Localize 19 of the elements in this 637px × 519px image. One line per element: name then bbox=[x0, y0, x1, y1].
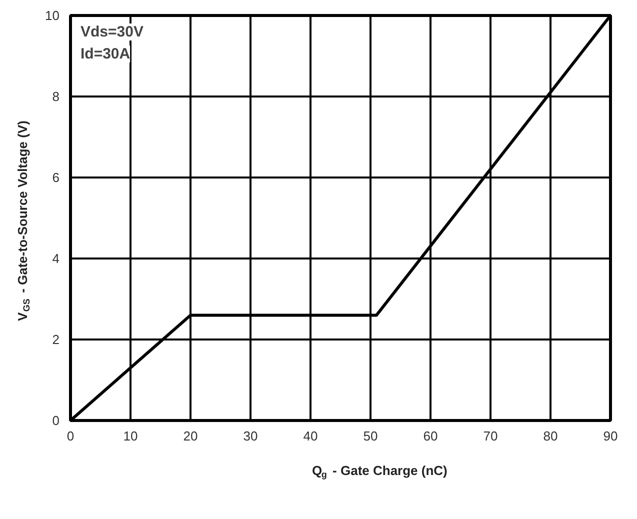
x-tick-label: 50 bbox=[363, 428, 378, 444]
y-tick-label: 2 bbox=[52, 332, 60, 347]
y-tick-label: 10 bbox=[45, 8, 60, 23]
y-axis-title: VGS - Gate-to-Source Voltage (V) bbox=[15, 120, 32, 322]
annotation: Id=30A bbox=[80, 46, 130, 62]
x-tick-label: 30 bbox=[243, 428, 258, 444]
y-tick-label: 6 bbox=[52, 170, 60, 185]
x-tick-label: 90 bbox=[603, 428, 618, 444]
x-tick-label: 10 bbox=[123, 428, 138, 444]
x-tick-label: 20 bbox=[183, 428, 198, 444]
x-tick-label: 0 bbox=[66, 428, 74, 444]
x-tick-label: 70 bbox=[483, 428, 498, 444]
y-tick-label: 0 bbox=[52, 413, 60, 428]
x-tick-label: 80 bbox=[543, 428, 558, 444]
annotation: Vds=30V bbox=[80, 24, 144, 40]
x-tick-label: 40 bbox=[303, 428, 318, 444]
y-tick-label: 8 bbox=[52, 89, 60, 104]
y-tick-label: 4 bbox=[52, 251, 60, 266]
x-tick-label: 60 bbox=[423, 428, 438, 444]
